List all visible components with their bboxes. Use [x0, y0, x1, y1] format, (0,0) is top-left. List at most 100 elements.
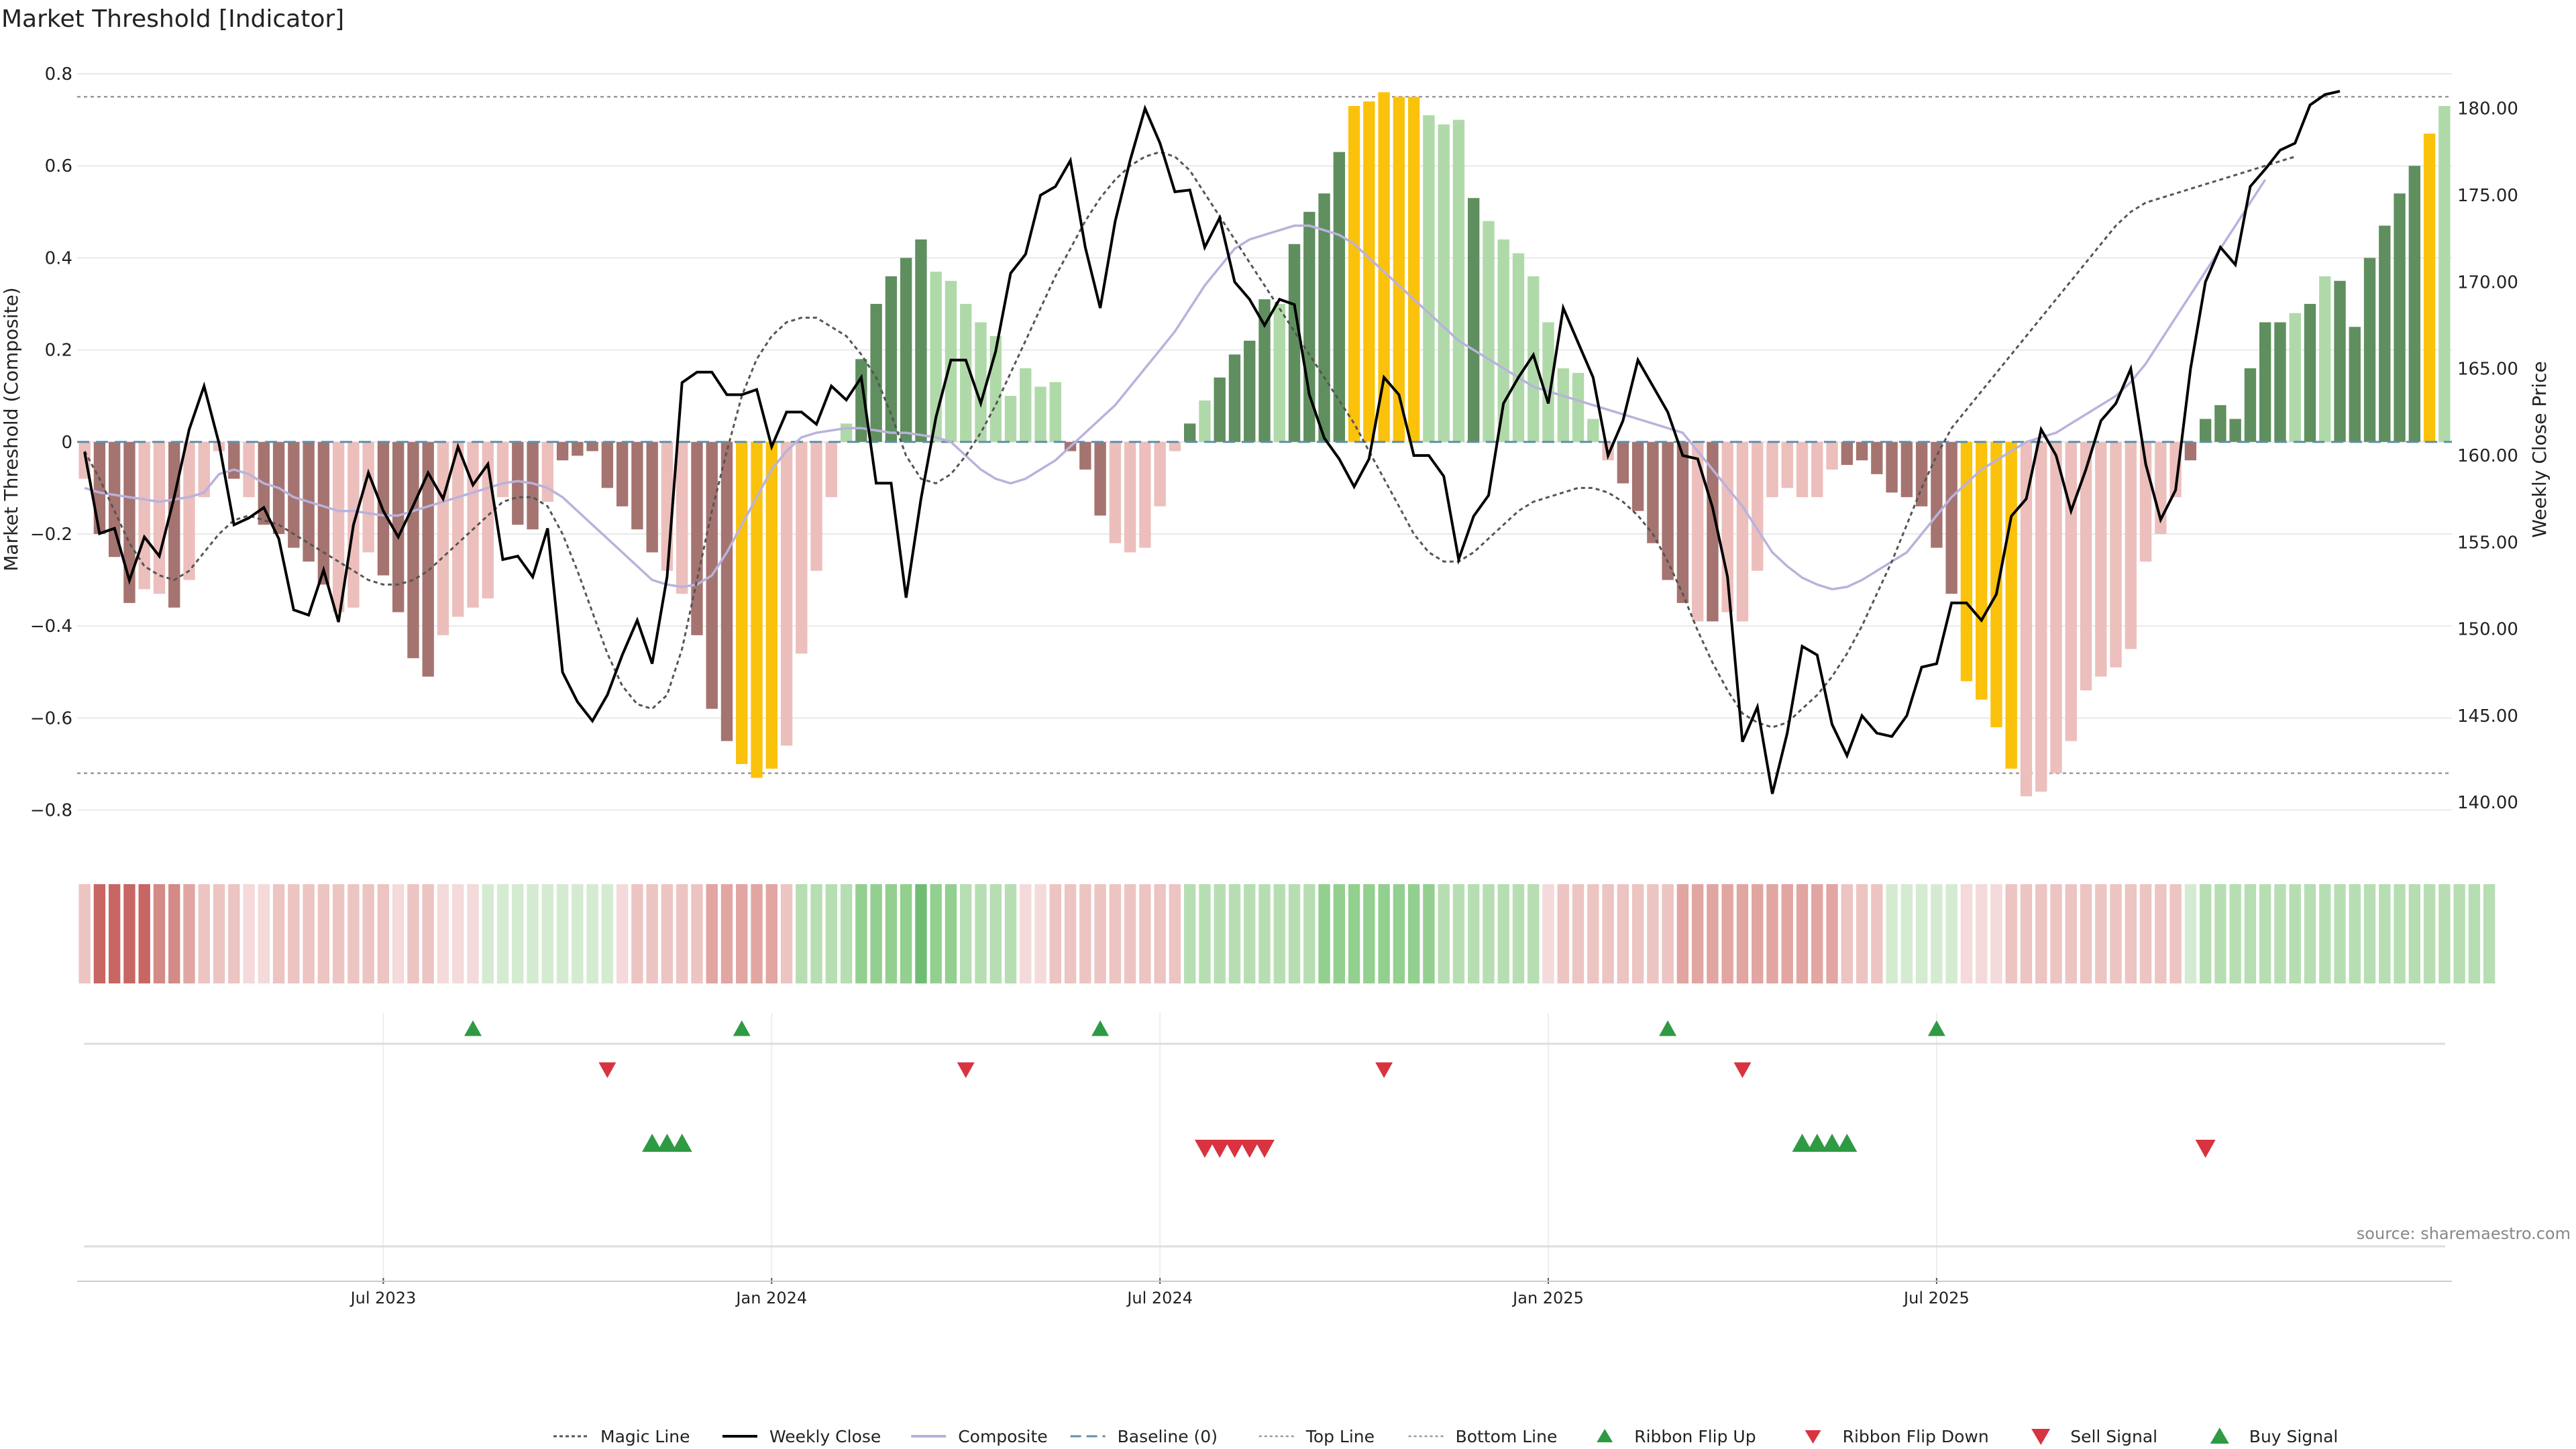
sell-signal-marker: [1254, 1140, 1275, 1158]
source-note: source: sharemaestro.com: [2357, 1224, 2571, 1243]
ribbon-cell: [572, 884, 584, 983]
composite-bar: [1154, 441, 1166, 506]
ribbon-cell: [1856, 884, 1868, 983]
y-tick-label-right: 160.00: [2457, 446, 2518, 466]
y-axis-label-right: Weekly Close Price: [2528, 361, 2551, 537]
legend-label: Ribbon Flip Down: [1843, 1427, 1989, 1446]
buy-signal-marker: [1822, 1134, 1843, 1152]
ribbon-cell: [1602, 884, 1614, 983]
ribbon-cell: [2483, 884, 2496, 983]
ribbon-cell: [153, 884, 166, 983]
sell-signal-marker: [1224, 1140, 1245, 1158]
composite-bar: [198, 441, 210, 498]
ribbon-cell: [780, 884, 793, 983]
composite-bar: [765, 441, 777, 769]
composite-bar: [2394, 193, 2406, 442]
ribbon-flip-up-marker: [1927, 1020, 1945, 1036]
composite-bar: [1497, 239, 1509, 442]
composite-bar: [1258, 299, 1271, 442]
composite-bar: [1512, 253, 1525, 442]
ribbon-cell: [1109, 884, 1122, 983]
ribbon-cell: [2065, 884, 2077, 983]
composite-bar: [915, 239, 927, 442]
ribbon-cell: [1199, 884, 1211, 983]
ribbon-cell: [736, 884, 748, 983]
composite-bar: [2349, 327, 2361, 442]
ribbon-cell: [1020, 884, 1032, 983]
ribbon-cell: [392, 884, 405, 983]
composite-bar: [870, 303, 882, 442]
legend-item: Composite: [911, 1427, 1048, 1446]
ribbon-cell: [303, 884, 315, 983]
legend-item: Ribbon Flip Down: [1805, 1427, 1989, 1446]
ribbon-cell: [1736, 884, 1749, 983]
ribbon-cell: [108, 884, 121, 983]
composite-bar: [2408, 166, 2421, 442]
ribbon-cell: [855, 884, 867, 983]
y-tick-label-right: 140.00: [2457, 793, 2518, 813]
ribbon-cell: [288, 884, 300, 983]
composite-bar: [407, 441, 419, 659]
composite-bar: [1752, 441, 1764, 571]
ribbon-cell: [2334, 884, 2346, 983]
composite-bar: [541, 441, 554, 502]
x-tick-label: Jan 2025: [1511, 1289, 1584, 1307]
composite-bar: [1886, 441, 1898, 493]
ribbon-cell: [1139, 884, 1151, 983]
composite-bar: [780, 441, 793, 746]
composite-bar: [2110, 441, 2122, 667]
ribbon-cell: [1497, 884, 1509, 983]
composite-bar: [1438, 124, 1450, 442]
ribbon-cell: [1064, 884, 1077, 983]
composite-bar: [362, 441, 374, 553]
composite-bar: [1662, 441, 1674, 580]
ribbon-cell: [616, 884, 629, 983]
composite-bar: [228, 441, 240, 479]
ribbon-cell: [1587, 884, 1599, 983]
composite-bar: [1094, 441, 1106, 516]
ribbon-cell: [482, 884, 494, 983]
ribbon-cell: [1826, 884, 1838, 983]
composite-bar: [900, 258, 912, 442]
ribbon-cell: [437, 884, 449, 983]
ribbon-cell: [1527, 884, 1540, 983]
ribbon-cell: [1288, 884, 1301, 983]
ribbon-cell: [2349, 884, 2361, 983]
ribbon-cell: [467, 884, 479, 983]
ribbon-cell: [1468, 884, 1480, 983]
ribbon-cell: [2259, 884, 2271, 983]
composite-bar: [2423, 133, 2436, 442]
ribbon-cell: [586, 884, 598, 983]
composite-bar: [810, 441, 822, 571]
ribbon-cell: [512, 884, 524, 983]
ribbon-cell: [317, 884, 330, 983]
ribbon-flip-up-marker: [464, 1020, 482, 1036]
ribbon-cell: [2304, 884, 2316, 983]
composite-bar: [601, 441, 614, 488]
composite-bar: [676, 441, 688, 594]
ribbon-cell: [1512, 884, 1525, 983]
composite-bar: [93, 441, 106, 534]
ribbon-cell: [885, 884, 898, 983]
legend-label: Magic Line: [600, 1427, 690, 1446]
y-tick-label-right: 175.00: [2457, 186, 2518, 206]
composite-bar: [572, 441, 584, 456]
composite-bar: [1990, 441, 2002, 728]
ribbon-cell: [691, 884, 703, 983]
x-tick-label: Jul 2023: [350, 1289, 417, 1307]
composite-bar: [556, 441, 569, 461]
ribbon-cell: [2155, 884, 2167, 983]
ribbon-cell: [2453, 884, 2465, 983]
legend-swatch: [1597, 1429, 1613, 1442]
composite-bar: [796, 441, 808, 654]
composite-bar: [183, 441, 195, 580]
ribbon-cell: [1393, 884, 1405, 983]
legend-label: Baseline (0): [1118, 1427, 1218, 1446]
y-tick-label-right: 150.00: [2457, 620, 2518, 640]
ribbon-cell: [1691, 884, 1704, 983]
ribbon-cell: [1871, 884, 1883, 983]
composite-bar: [1572, 372, 1585, 442]
ribbon-cell: [541, 884, 554, 983]
